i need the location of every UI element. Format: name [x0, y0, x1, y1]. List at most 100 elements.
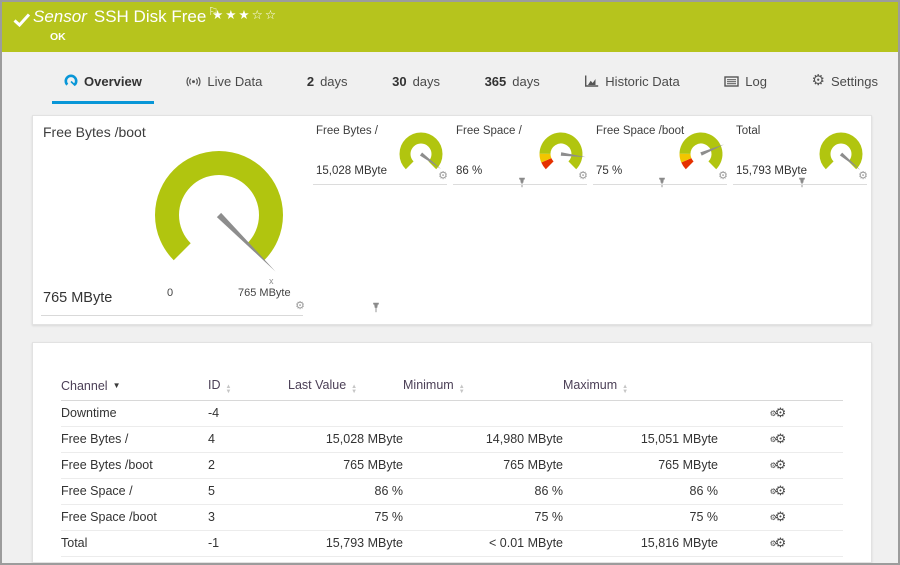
column-header-channel[interactable]: Channel ▼	[61, 373, 208, 401]
channel-gear-icon[interactable]: ⚙	[718, 170, 728, 182]
column-header-last-value[interactable]: Last Value ▲ ▼	[288, 373, 403, 401]
primary-gauge	[155, 151, 283, 272]
gauge-value: 86 %	[456, 165, 483, 177]
tab-number: 30	[392, 73, 407, 89]
channel-gear-icon[interactable]: ⚙	[295, 300, 305, 312]
priority-stars[interactable]: ★★★☆☆	[212, 8, 279, 22]
channel-maximum	[563, 400, 718, 427]
channel-maximum: 86 %	[563, 478, 718, 505]
tab-365-days[interactable]: 365 days	[473, 58, 552, 104]
channel-minimum: 765 MByte	[403, 452, 563, 479]
tab-label: days	[320, 73, 348, 89]
gear-icon: ⚙	[811, 72, 825, 89]
channel-row: Total -1 15,793 MByte < 0.01 MByte 15,81…	[61, 530, 843, 557]
gauge-value: 15,793 MByte	[736, 165, 807, 177]
channel-id: 2	[208, 452, 288, 479]
sort-icon: ▲ ▼	[225, 383, 232, 395]
channel-id: 3	[208, 504, 288, 531]
channel-name[interactable]: Free Space /boot	[61, 504, 208, 531]
channel-name[interactable]: Free Space /	[61, 478, 208, 505]
tab-label: Log	[745, 73, 767, 89]
channel-row: Free Space / 5 86 % 86 % 86 % ⚙ ⚙	[61, 478, 843, 505]
sort-icon: ▲ ▼	[622, 383, 629, 395]
small-gauge	[539, 132, 586, 170]
pin-icon[interactable]	[797, 177, 807, 188]
channel-id: 5	[208, 478, 288, 505]
tab-overview[interactable]: Overview	[52, 58, 154, 104]
channel-last-value	[288, 400, 403, 427]
channel-settings-icon[interactable]: ⚙ ⚙	[769, 535, 787, 550]
channel-row: Downtime -4 ⚙ ⚙	[61, 400, 843, 427]
pin-icon[interactable]	[517, 177, 527, 188]
channel-last-value: 15,028 MByte	[288, 426, 403, 453]
column-header-maximum[interactable]: Maximum ▲ ▼	[563, 373, 718, 401]
gauge-title: Free Space /boot	[596, 125, 685, 137]
gauges-panel: Free Bytes /boot 0 765 MByte x 765 MByte…	[32, 115, 872, 325]
area-chart-icon	[585, 75, 599, 87]
channel-settings-icon[interactable]: ⚙ ⚙	[769, 457, 787, 472]
channel-last-value: 86 %	[288, 478, 403, 505]
channel-name[interactable]: Total	[61, 530, 208, 557]
small-gauge	[679, 132, 725, 170]
channel-table: Channel ▼ ID ▲ ▼ Last Value ▲ ▼ Minimum ▲ ▼ Max…	[61, 373, 843, 557]
channel-minimum: < 0.01 MByte	[403, 530, 563, 557]
channel-gear-icon[interactable]: ⚙	[578, 170, 588, 182]
sensor-name: SSH Disk Free	[93, 7, 207, 26]
channel-settings-icon[interactable]: ⚙ ⚙	[769, 405, 787, 420]
page-title: Sensor SSH Disk Free ⚐	[33, 6, 218, 27]
pin-icon[interactable]	[371, 302, 381, 313]
tab-settings[interactable]: ⚙ Settings	[800, 58, 890, 104]
channel-name[interactable]: Free Bytes /	[61, 426, 208, 453]
channel-minimum: 86 %	[403, 478, 563, 505]
status-badge: OK	[50, 31, 66, 43]
channel-maximum: 15,816 MByte	[563, 530, 718, 557]
gauge-title: Free Bytes /boot	[43, 124, 146, 140]
channel-last-value: 75 %	[288, 504, 403, 531]
channel-minimum: 14,980 MByte	[403, 426, 563, 453]
primary-gauge-tile: Free Bytes /boot 0 765 MByte x 765 MByte…	[33, 116, 379, 326]
tab-label: Historic Data	[605, 73, 680, 89]
tab-number: 2	[306, 73, 315, 89]
channel-gear-icon[interactable]: ⚙	[438, 170, 448, 182]
small-gauge-tile: Free Space / 86 % ⚙	[453, 116, 665, 188]
channel-maximum: 75 %	[563, 504, 718, 531]
column-header-minimum[interactable]: Minimum ▲ ▼	[403, 373, 563, 401]
channel-id: -1	[208, 530, 288, 557]
gauge-peak-marker: x	[269, 276, 274, 286]
channel-maximum: 15,051 MByte	[563, 426, 718, 453]
sensor-kind-label: Sensor	[33, 7, 87, 26]
channel-gear-icon[interactable]: ⚙	[858, 170, 868, 182]
channel-settings-icon[interactable]: ⚙ ⚙	[769, 509, 787, 524]
small-gauge-tile: Total 15,793 MByte ⚙	[733, 116, 873, 185]
column-header-settings	[718, 373, 843, 401]
channel-name[interactable]: Downtime	[61, 400, 208, 427]
sensor-status-header: Sensor SSH Disk Free ⚐ ★★★☆☆ OK	[2, 2, 898, 52]
channel-minimum: 75 %	[403, 504, 563, 531]
channels-panel: Channel ▼ ID ▲ ▼ Last Value ▲ ▼ Minimum ▲ ▼ Max…	[32, 342, 872, 563]
gauge-scale-max: 765 MByte	[238, 287, 291, 299]
gauge-value: 15,028 MByte	[316, 165, 387, 177]
tab-2-days[interactable]: 2 days	[295, 58, 360, 104]
tab-label: days	[412, 73, 441, 89]
channel-name[interactable]: Free Bytes /boot	[61, 452, 208, 479]
small-gauge	[399, 132, 443, 170]
tab-historic-data[interactable]: Historic Data	[572, 58, 691, 104]
tab-30-days[interactable]: 30 days	[380, 58, 452, 104]
tab-label: days	[512, 73, 540, 89]
channel-settings-icon[interactable]: ⚙ ⚙	[769, 483, 787, 498]
pin-icon[interactable]	[657, 177, 667, 188]
tab-label: Live Data	[207, 73, 263, 89]
channel-id: -4	[208, 400, 288, 427]
column-header-id[interactable]: ID ▲ ▼	[208, 373, 288, 401]
channel-id: 4	[208, 426, 288, 453]
tab-log[interactable]: Log	[712, 58, 779, 104]
gauge-value: 765 MByte	[43, 290, 113, 306]
channel-table-body: Downtime -4 ⚙ ⚙ Free Bytes / 4 15,028 MBy…	[61, 400, 843, 557]
channel-last-value: 15,793 MByte	[288, 530, 403, 557]
channel-settings-icon[interactable]: ⚙ ⚙	[769, 431, 787, 446]
sort-desc-icon: ▼	[112, 381, 121, 391]
gauge-title: Total	[736, 125, 761, 137]
gauge-title: Free Space /	[456, 125, 522, 137]
tab-live-data[interactable]: Live Data	[174, 58, 274, 104]
